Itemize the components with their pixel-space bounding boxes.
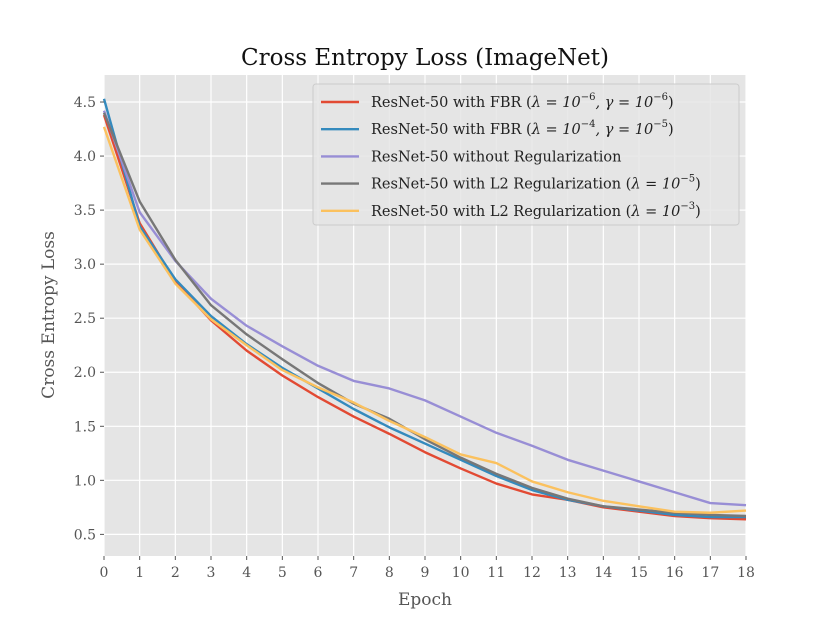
x-tick-label: 11 — [487, 565, 505, 581]
x-tick-label: 8 — [385, 565, 394, 581]
x-tick-label: 1 — [135, 565, 144, 581]
x-tick-label: 6 — [314, 565, 323, 581]
y-tick-label: 4.5 — [74, 95, 96, 111]
y-tick-label: 1.5 — [74, 419, 96, 435]
legend-label-3: ResNet-50 without Regularization — [371, 149, 622, 165]
series-lines — [102, 98, 747, 521]
y-tick-label: 1.0 — [74, 473, 96, 489]
chart-title: Cross Entropy Loss (ImageNet) — [241, 45, 609, 71]
legend-label-1: ResNet-50 with FBR (λ = 10−6​, γ = 10−6​… — [371, 92, 674, 111]
y-tick-label: 0.5 — [74, 527, 96, 543]
y-tick-label: 3.5 — [74, 203, 96, 219]
x-tick-label: 3 — [207, 565, 216, 581]
y-tick-label: 3.0 — [74, 257, 96, 273]
x-tick-label: 14 — [594, 565, 612, 581]
x-tick-label: 17 — [701, 565, 719, 581]
x-tick-label: 16 — [666, 565, 684, 581]
x-tick-label: 5 — [278, 565, 287, 581]
legend-label-2: ResNet-50 with FBR (λ = 10−4​, γ = 10−5​… — [371, 119, 674, 138]
x-tick-label: 10 — [452, 565, 470, 581]
y-tick-label: 2.0 — [74, 365, 96, 381]
x-tick-label: 9 — [421, 565, 430, 581]
x-axis-label: Epoch — [398, 590, 452, 610]
legend-label-4: ResNet-50 with L2 Regularization (λ = 10… — [371, 174, 701, 193]
x-tick-label: 12 — [523, 565, 541, 581]
x-axis-ticks: 0 1 2 3 4 5 6 7 8 9 10 11 12 13 14 15 16 17 18 — [100, 556, 755, 581]
series-line-4 — [102, 112, 747, 518]
series-line-3 — [102, 110, 747, 507]
legend-box — [312, 83, 740, 226]
x-tick-label: 2 — [171, 565, 180, 581]
y-tick-label: 4.0 — [74, 149, 96, 165]
x-tick-label: 7 — [349, 565, 358, 581]
y-axis-ticks: 0.5 1.0 1.5 2.0 2.5 3.0 3.5 4.0 4.5 — [74, 95, 104, 543]
legend: ResNet-50 with FBR (λ = 10−6​, γ = 10−6​… — [312, 83, 740, 226]
y-tick-label: 2.5 — [74, 311, 96, 327]
x-tick-label: 18 — [737, 565, 755, 581]
x-tick-label: 0 — [100, 565, 109, 581]
series-line-5 — [102, 126, 747, 514]
x-tick-label: 15 — [630, 565, 648, 581]
y-axis-label: Cross Entropy Loss — [39, 231, 59, 399]
x-tick-label: 13 — [559, 565, 577, 581]
grid — [103, 75, 747, 556]
x-tick-label: 4 — [242, 565, 251, 581]
legend-label-5: ResNet-50 with L2 Regularization (λ = 10… — [371, 201, 701, 220]
